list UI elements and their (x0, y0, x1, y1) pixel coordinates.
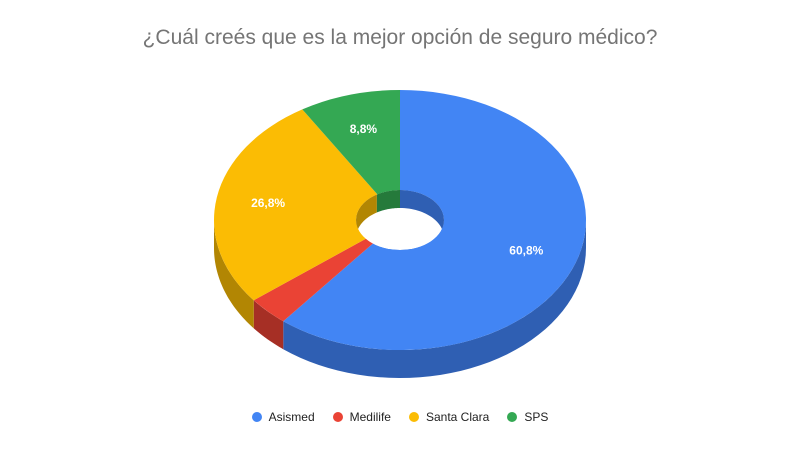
pie-side-santa-clara (214, 220, 254, 329)
slice-label-asismed: 60,8% (509, 243, 543, 257)
legend-label: SPS (524, 410, 549, 424)
hole-wall-santa-clara (356, 194, 377, 238)
slice-labels: 60,8% 26,8% 8,8% (251, 122, 544, 257)
legend-swatch (251, 412, 262, 422)
pie-slice-santa-clara[interactable] (214, 109, 400, 301)
pie-side-asismed (283, 220, 586, 378)
donut-hole (356, 190, 444, 250)
legend-label: Medilife (349, 410, 391, 424)
chart-title: ¿Cuál creés que es la mejor opción de se… (142, 26, 658, 49)
hole-wall-asismed (400, 190, 444, 238)
legend-swatch (332, 412, 343, 422)
slice-label-santa-clara: 26,8% (251, 196, 285, 210)
legend-item-asismed[interactable]: Asismed (251, 410, 315, 424)
legend-item-santa-clara[interactable]: Santa Clara (408, 410, 490, 424)
pie-slice-medilife[interactable] (253, 220, 400, 322)
legend-item-medilife[interactable]: Medilife (332, 410, 391, 424)
legend-swatch (507, 412, 518, 422)
hole-wall-sps (376, 190, 400, 213)
legend-label: Asismed (268, 410, 315, 424)
pie-side-medilife (253, 300, 284, 350)
legend-item-sps[interactable]: SPS (507, 410, 548, 424)
legend-swatch (408, 412, 419, 422)
pie-sides (214, 220, 586, 378)
pie-slice-sps[interactable] (302, 90, 400, 220)
slice-label-sps: 8,8% (350, 122, 378, 136)
legend-label: Santa Clara (425, 410, 490, 424)
legend: Asismed Medilife Santa Clara SPS (0, 410, 800, 424)
